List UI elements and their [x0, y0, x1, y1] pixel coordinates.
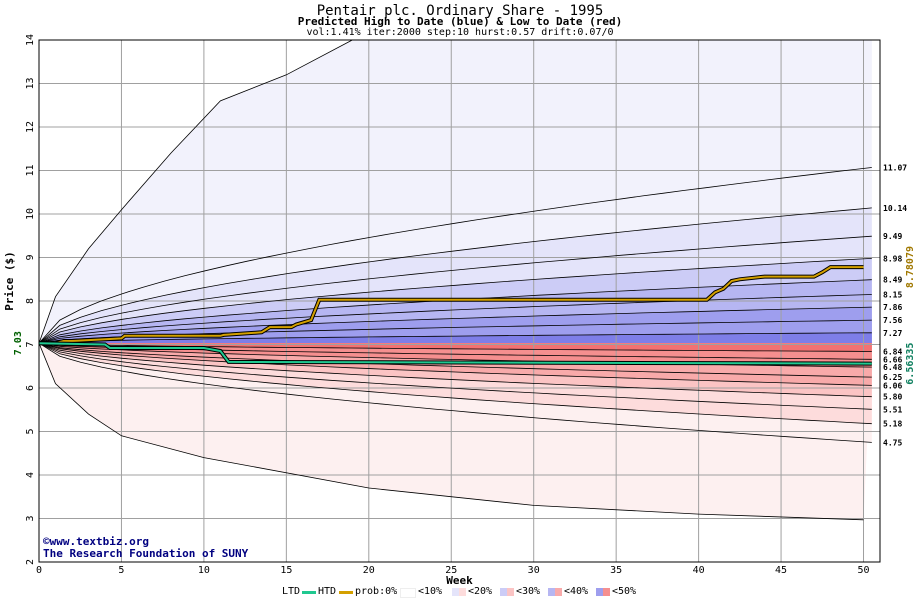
legend: LTD HTD prob:0% <10% <20% <30% <40% <50% — [0, 585, 920, 600]
y-tick-label-8: 8 — [25, 298, 36, 304]
series-ltd-line — [38, 342, 872, 365]
x-tick-label-40: 40 — [693, 565, 705, 576]
start-price-label: 7.03 — [13, 331, 24, 355]
legend-ltd-label: LTD — [282, 586, 301, 597]
quantile-lower-6 — [38, 342, 872, 410]
legend-ltd-swatch — [302, 591, 316, 594]
y-tick-label-12: 12 — [25, 121, 36, 133]
quantile-lower-label-7: 5.18 — [883, 420, 902, 429]
x-tick-label-45: 45 — [775, 565, 787, 576]
chart-subtitle: Predicted High to Date (blue) & Low to D… — [297, 15, 623, 28]
legend-p40-swatch — [596, 588, 610, 596]
quantile-upper-label-5: 8.15 — [883, 290, 902, 299]
legend-p0-swatch — [400, 588, 416, 598]
x-tick-label-50: 50 — [857, 565, 869, 576]
quantile-upper-label-3: 8.98 — [883, 254, 902, 263]
quantile-lower-3 — [38, 342, 872, 378]
data-series — [38, 265, 872, 366]
quantile-upper-label-8: 7.27 — [883, 329, 902, 338]
series-ltd-end-label: 6.56335 — [905, 343, 916, 385]
quantile-upper-label-4: 8.49 — [883, 276, 902, 285]
legend-p10-swatch — [452, 588, 466, 596]
quantile-lower-label-2: 6.48 — [883, 363, 902, 372]
legend-htd-label: HTD — [318, 586, 337, 597]
x-tick-label-25: 25 — [445, 565, 457, 576]
quantile-upper-6 — [38, 306, 872, 344]
x-tick-label-20: 20 — [363, 565, 375, 576]
quantile-upper-label-1: 10.14 — [883, 204, 907, 213]
legend-p20-swatch — [500, 588, 514, 596]
x-tick-label-10: 10 — [198, 565, 210, 576]
plot-frame — [38, 39, 881, 563]
legend-p50-label: <50% — [612, 586, 637, 597]
quantile-lower-5 — [38, 342, 872, 398]
envelope-lower — [38, 343, 864, 521]
envelope-upper — [38, 39, 353, 344]
y-tick-label-5: 5 — [25, 428, 36, 434]
legend-htd-swatch — [339, 591, 353, 594]
credit-site: ©www.textbiz.org — [43, 535, 149, 548]
quantile-lower-4 — [38, 342, 872, 386]
chart-title: Pentair plc. Ordinary Share - 1995 — [316, 3, 604, 19]
y-tick-label-4: 4 — [25, 472, 36, 478]
quantile-upper-8 — [38, 332, 872, 344]
quantile-lower-8 — [38, 342, 872, 443]
quantile-upper-label-0: 11.07 — [883, 163, 907, 172]
quantile-upper-label-7: 7.56 — [883, 316, 902, 325]
quantile-lower-label-8: 4.75 — [883, 438, 902, 447]
y-tick-label-10: 10 — [25, 208, 36, 220]
axis-labels: 11.0710.149.498.988.498.157.867.567.276.… — [3, 34, 916, 587]
legend-p30-label: <30% — [516, 586, 541, 597]
x-tick-label-35: 35 — [610, 565, 622, 576]
legend-prob-label: prob:0% — [355, 586, 398, 597]
y-tick-label-14: 14 — [25, 34, 36, 46]
y-axis-title: Price ($) — [3, 251, 16, 311]
y-tick-label-3: 3 — [25, 515, 36, 521]
axes — [38, 39, 881, 563]
quantile-upper-1 — [38, 207, 872, 344]
quantile-lower-7 — [38, 342, 872, 425]
quantile-lower-label-3: 6.25 — [883, 373, 902, 382]
legend-p20-label: <20% — [468, 586, 493, 597]
y-tick-label-2: 2 — [25, 559, 36, 565]
quantile-upper-label-2: 9.49 — [883, 232, 902, 241]
x-tick-label-15: 15 — [280, 565, 292, 576]
x-tick-label-0: 0 — [36, 565, 42, 576]
quantile-lower-label-4: 6.06 — [883, 381, 902, 390]
legend-p10-label: <10% — [418, 586, 443, 597]
legend-p40-label: <40% — [564, 586, 589, 597]
band-lower-9 — [39, 343, 872, 352]
y-tick-label-13: 13 — [25, 77, 36, 89]
band-upper-9 — [39, 332, 872, 344]
credit-org: The Research Foundation of SUNY — [43, 547, 249, 560]
x-tick-label-30: 30 — [528, 565, 540, 576]
quantile-lower-label-0: 6.84 — [883, 347, 902, 356]
y-tick-label-6: 6 — [25, 385, 36, 391]
quantile-lower-label-1: 6.66 — [883, 355, 902, 364]
x-tick-label-5: 5 — [118, 565, 124, 576]
quantile-lower-label-5: 5.80 — [883, 393, 902, 402]
series-htd-end-label: 8.78079 — [905, 246, 916, 288]
series-htd-line — [39, 266, 864, 345]
quantile-upper-label-6: 7.86 — [883, 303, 902, 312]
y-tick-label-11: 11 — [25, 164, 36, 176]
quantile-upper-2 — [38, 235, 872, 344]
quantile-upper-0 — [38, 167, 872, 344]
x-axis-title: Week — [446, 574, 473, 587]
legend-p30-swatch — [548, 588, 562, 596]
quantile-upper-3 — [38, 258, 872, 344]
y-tick-label-7: 7 — [25, 341, 36, 347]
y-tick-label-9: 9 — [25, 254, 36, 260]
chart-params: vol:1.41% iter:2000 step:10 hurst:0.57 d… — [306, 27, 614, 38]
quantile-lower-label-6: 5.51 — [883, 405, 902, 414]
quantile-upper-5 — [38, 294, 872, 344]
